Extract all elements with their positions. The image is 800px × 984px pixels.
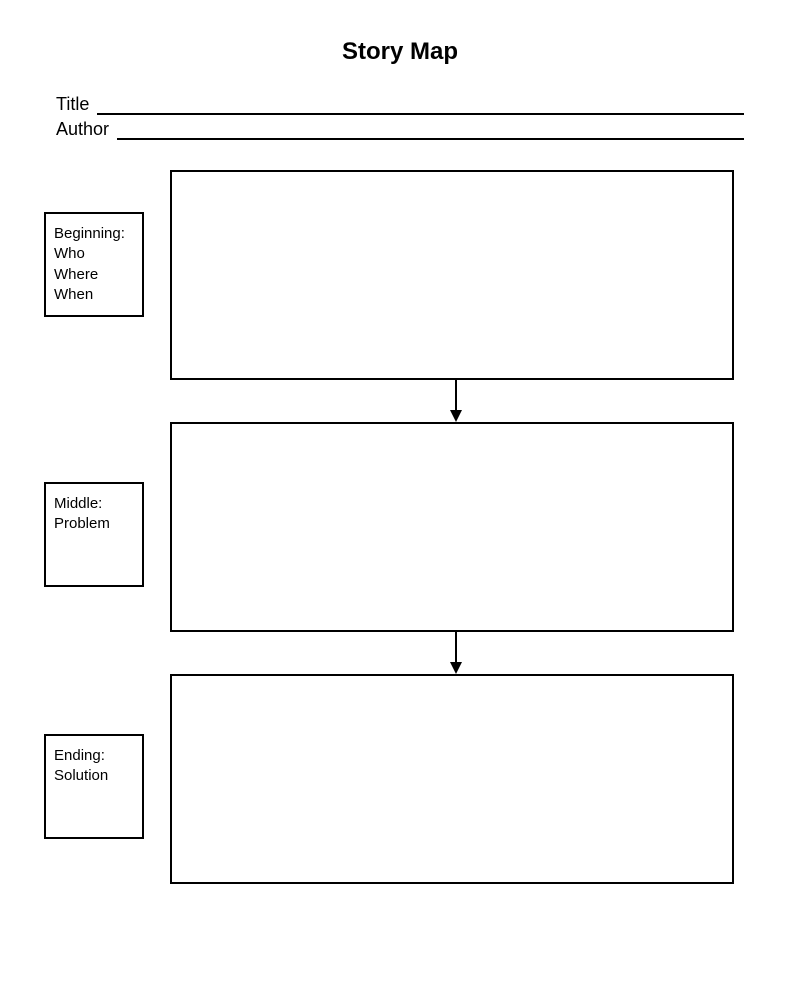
arrow-down-icon: [450, 380, 462, 422]
story-sections: Beginning: Who Where When Middle: Proble…: [0, 170, 800, 926]
header-fields: Title Author: [0, 94, 800, 140]
page-title: Story Map: [0, 0, 800, 66]
label-line: When: [54, 285, 134, 305]
label-title: Beginning:: [54, 224, 134, 244]
beginning-content-box[interactable]: [170, 170, 734, 380]
label-line-empty: [54, 535, 134, 555]
section-beginning: Beginning: Who Where When: [0, 170, 800, 380]
section-middle: Middle: Problem: [0, 422, 800, 632]
label-line: Who: [54, 244, 134, 264]
label-title: Middle:: [54, 494, 134, 514]
ending-label-box: Ending: Solution: [44, 734, 144, 839]
label-line: Problem: [54, 514, 134, 534]
ending-content-box[interactable]: [170, 674, 734, 884]
label-line-empty: [54, 807, 134, 827]
author-label: Author: [56, 119, 109, 140]
beginning-label-box: Beginning: Who Where When: [44, 212, 144, 317]
arrow-down-icon: [450, 632, 462, 674]
label-line: Where: [54, 265, 134, 285]
label-line: Solution: [54, 766, 134, 786]
label-title: Ending:: [54, 746, 134, 766]
label-line-empty: [54, 555, 134, 575]
title-label: Title: [56, 94, 89, 115]
author-input-line[interactable]: [117, 122, 744, 140]
label-line-empty: [54, 787, 134, 807]
middle-label-box: Middle: Problem: [44, 482, 144, 587]
middle-content-box[interactable]: [170, 422, 734, 632]
section-ending: Ending: Solution: [0, 674, 800, 884]
title-input-line[interactable]: [97, 97, 744, 115]
title-field-row: Title: [56, 94, 744, 115]
author-field-row: Author: [56, 119, 744, 140]
